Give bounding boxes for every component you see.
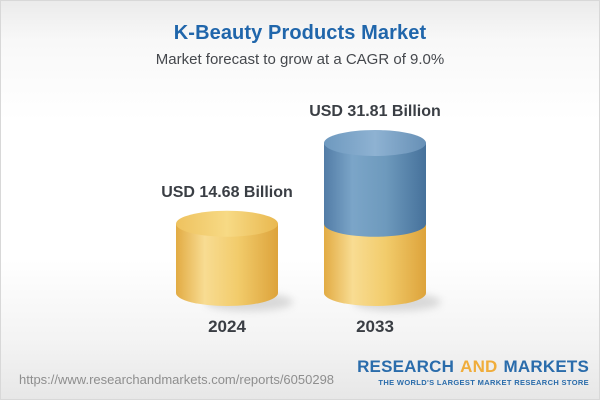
category-label-0: 2024 (208, 317, 246, 336)
logo-word-research: RESEARCH (357, 357, 455, 376)
cylinder-2024-cap (176, 210, 278, 237)
page-subtitle: Market forecast to grow at a CAGR of 9.0… (155, 51, 445, 68)
report-url[interactable]: https://www.researchandmarkets.com/repor… (19, 372, 335, 387)
cylinder-2033-growth (324, 143, 426, 237)
cylinder-2033-cap (324, 130, 426, 156)
cylinder-2033-base (324, 223, 426, 306)
brand-logo: RESEARCH AND MARKETS THE WORLD'S LARGEST… (357, 358, 589, 388)
category-label-1: 2033 (356, 317, 394, 336)
logo-word-and: AND (460, 357, 498, 376)
value-label-1: USD 31.81 Billion (309, 103, 441, 120)
brand-logo-tagline: THE WORLD'S LARGEST MARKET RESEARCH STOR… (378, 378, 589, 387)
value-label-0: USD 14.68 Billion (161, 183, 293, 201)
cylinder-2024 (176, 223, 278, 306)
logo-word-markets: MARKETS (503, 357, 589, 376)
page-title: K-Beauty Products Market (173, 22, 427, 44)
brand-logo-wordmark: RESEARCH AND MARKETS (357, 358, 589, 376)
